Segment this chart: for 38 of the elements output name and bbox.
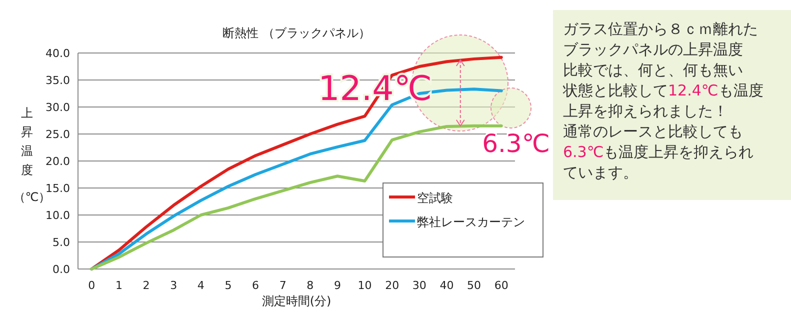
legend-label: 弊社レースカーテン — [417, 215, 525, 229]
text: 状態と比較して12.4℃も温度 — [562, 82, 764, 100]
y-tick-label: 10.0 — [46, 209, 70, 222]
legend-label: 空試験 — [417, 191, 453, 205]
x-axis-title: 測定時間(分) — [262, 294, 332, 308]
y-tick-label: 5.0 — [52, 236, 70, 249]
x-tick-label: 30 — [412, 279, 426, 292]
text: 上昇を抑えられました！ — [563, 102, 728, 120]
x-tick-label: 0 — [88, 279, 96, 292]
x-tick-label: 5 — [224, 279, 232, 292]
x-tick-label: 3 — [170, 279, 178, 292]
x-tick-label: 20 — [385, 279, 400, 292]
y-tick-label: 40.0 — [46, 47, 70, 60]
text: 通常のレースと比較しても — [563, 122, 743, 140]
text: ています。 — [563, 164, 638, 182]
x-tick-label: 9 — [334, 279, 341, 292]
x-tick-label: 60 — [494, 279, 508, 292]
x-tick-label: 40 — [440, 279, 454, 292]
x-tick-label: 50 — [467, 279, 482, 292]
annotation: 6.3℃ — [482, 129, 550, 158]
y-tick-label: 35.0 — [46, 74, 70, 87]
x-tick-label: 4 — [197, 279, 204, 292]
text: ガラス位置から８ｃｍ離れた — [563, 20, 758, 38]
x-tick-label: 2 — [142, 279, 150, 292]
y-tick-label: 20.0 — [46, 155, 70, 168]
chart-title: 断熱性 （ブラックパネル） — [222, 26, 370, 40]
x-tick-label: 6 — [252, 279, 260, 292]
x-tick-label: 1 — [115, 279, 122, 292]
y-tick-label: 15.0 — [46, 182, 70, 195]
text: 6.3℃も温度上昇を抑えられ — [563, 143, 754, 161]
y-tick-label: 0.0 — [52, 263, 70, 276]
y-tick-label: 25.0 — [46, 128, 70, 141]
x-tick-label: 10 — [358, 279, 372, 292]
text: ブラックパネルの上昇温度 — [563, 40, 743, 58]
y-tick-label: 30.0 — [46, 101, 70, 114]
x-tick-label: 7 — [279, 279, 286, 292]
x-tick-label: 8 — [306, 279, 314, 292]
text: 比較では、何と、何も無い — [563, 61, 743, 79]
